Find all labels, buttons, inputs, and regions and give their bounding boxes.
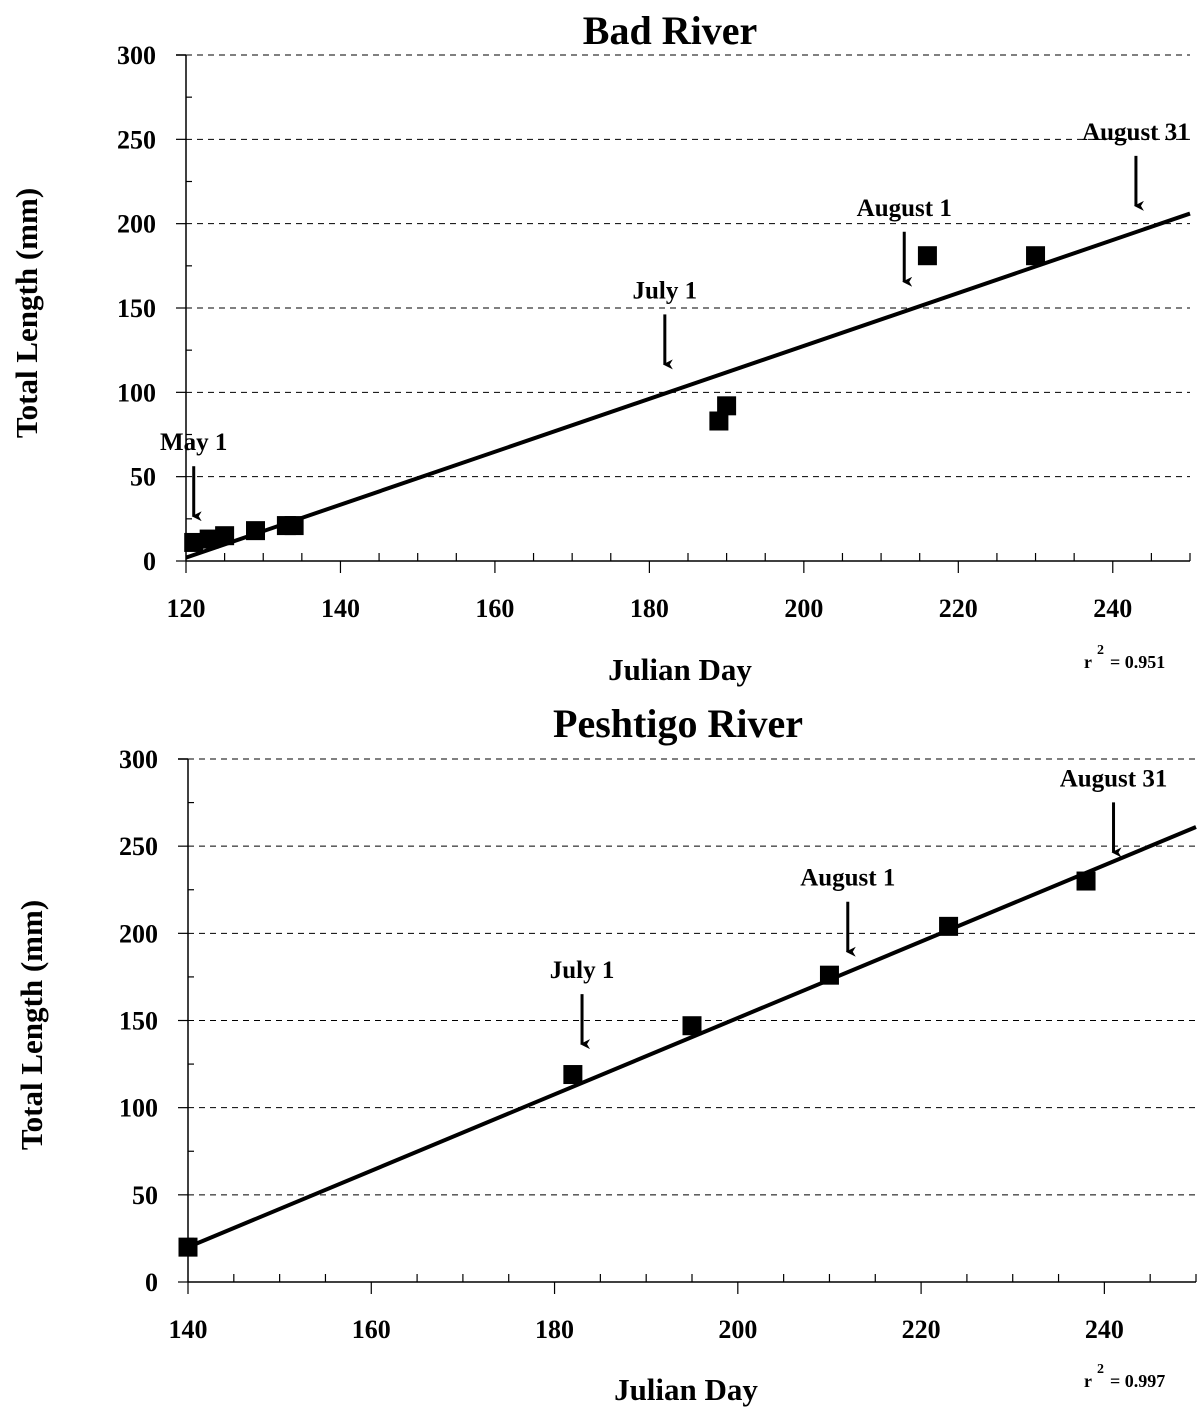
annotation-label: August 1 <box>800 865 895 892</box>
date-annotation: August 31 <box>1082 119 1190 211</box>
date-annotation: July 1 <box>550 957 615 1050</box>
data-point <box>917 246 937 266</box>
y-tick-label: 200 <box>119 919 158 948</box>
data-point <box>1026 246 1046 266</box>
x-tick-label: 140 <box>169 1315 208 1344</box>
r-symbol: r <box>1084 1371 1092 1391</box>
annotation-label: August 1 <box>857 195 952 222</box>
date-annotation: August 1 <box>800 865 895 957</box>
annotation-label: August 31 <box>1082 119 1190 146</box>
r-squared-value: = 0.951 <box>1110 652 1165 672</box>
data-point <box>709 411 729 431</box>
y-tick-label: 300 <box>119 745 158 774</box>
y-tick-label: 50 <box>132 1181 158 1210</box>
regression-line <box>185 211 1191 560</box>
data-point <box>215 526 235 546</box>
r-exponent: 2 <box>1097 643 1104 658</box>
data-point <box>178 1237 198 1257</box>
r-exponent: 2 <box>1097 1362 1104 1377</box>
r-squared-label: r2 = 0.951 <box>1084 643 1165 672</box>
tick-marks <box>176 54 1191 573</box>
r-squared-value: = 0.997 <box>1110 1371 1165 1391</box>
chart-title: Peshtigo River <box>553 701 803 746</box>
regression-line <box>187 825 1197 1249</box>
data-point <box>717 396 737 416</box>
x-tick-label: 200 <box>784 594 823 623</box>
grid-lines <box>186 54 1190 478</box>
annotation-label: May 1 <box>160 429 227 456</box>
data-points <box>178 871 1096 1257</box>
grid-lines <box>188 758 1196 1196</box>
date-annotation: May 1 <box>160 429 227 522</box>
date-annotation: August 31 <box>1060 765 1168 858</box>
x-tick-label: 180 <box>535 1315 574 1344</box>
data-point <box>682 1016 702 1036</box>
data-point <box>939 916 959 936</box>
y-axis-label: Total Length (mm) <box>9 188 44 438</box>
x-tick-label: 240 <box>1093 594 1132 623</box>
data-point <box>199 529 219 549</box>
y-tick-label: 150 <box>119 1007 158 1036</box>
date-annotations: July 1 August 1 August 31 <box>550 765 1168 1050</box>
trendline <box>185 211 1191 560</box>
x-tick-label: 140 <box>321 594 360 623</box>
trendline <box>187 825 1197 1249</box>
y-tick-label: 250 <box>117 125 156 154</box>
date-annotation: July 1 <box>633 277 698 370</box>
x-tick-label: 120 <box>167 594 206 623</box>
bad-river-chart: Bad River 0 50 100 150 200 250 300 120 140 160 180… <box>9 8 1191 687</box>
data-point <box>819 965 839 985</box>
y-tick-label: 100 <box>117 378 156 407</box>
data-point <box>184 532 204 552</box>
data-point <box>1076 871 1096 891</box>
tick-labels: 0 50 100 150 200 250 300 140 160 180 200 220 240 <box>119 745 1124 1344</box>
tick-labels: 0 50 100 150 200 250 300 120 140 160 180 200 220 240 <box>117 41 1132 623</box>
x-tick-label: 220 <box>902 1315 941 1344</box>
x-tick-label: 160 <box>352 1315 391 1344</box>
date-annotation: August 1 <box>857 195 952 287</box>
x-tick-label: 240 <box>1085 1315 1124 1344</box>
x-tick-label: 180 <box>630 594 669 623</box>
data-point <box>284 516 304 536</box>
tick-marks <box>178 758 1197 1294</box>
data-points <box>184 246 1046 552</box>
annotation-label: August 31 <box>1060 765 1168 792</box>
y-tick-label: 0 <box>145 1268 158 1297</box>
data-point <box>563 1065 583 1085</box>
y-axis-label: Total Length (mm) <box>14 900 49 1150</box>
x-axis-label: Julian Day <box>608 652 752 687</box>
y-tick-label: 100 <box>119 1094 158 1123</box>
data-point <box>246 521 266 541</box>
y-tick-label: 200 <box>117 210 156 239</box>
y-tick-label: 0 <box>143 547 156 576</box>
chart-title: Bad River <box>583 8 757 53</box>
y-tick-label: 300 <box>117 41 156 70</box>
x-tick-label: 220 <box>939 594 978 623</box>
r-symbol: r <box>1084 652 1092 672</box>
annotation-label: July 1 <box>550 957 615 984</box>
peshtigo-river-chart: Peshtigo River 0 50 100 150 200 250 300 140 160 1… <box>14 701 1197 1407</box>
date-annotations: May 1 July 1 August 1 August 31 <box>160 119 1190 522</box>
r-squared-label: r2 = 0.997 <box>1084 1362 1165 1391</box>
y-tick-label: 150 <box>117 294 156 323</box>
y-tick-label: 250 <box>119 832 158 861</box>
x-tick-label: 200 <box>718 1315 757 1344</box>
x-axis-label: Julian Day <box>614 1372 758 1407</box>
annotation-label: July 1 <box>633 277 698 304</box>
y-tick-label: 50 <box>130 463 156 492</box>
x-tick-label: 160 <box>475 594 514 623</box>
